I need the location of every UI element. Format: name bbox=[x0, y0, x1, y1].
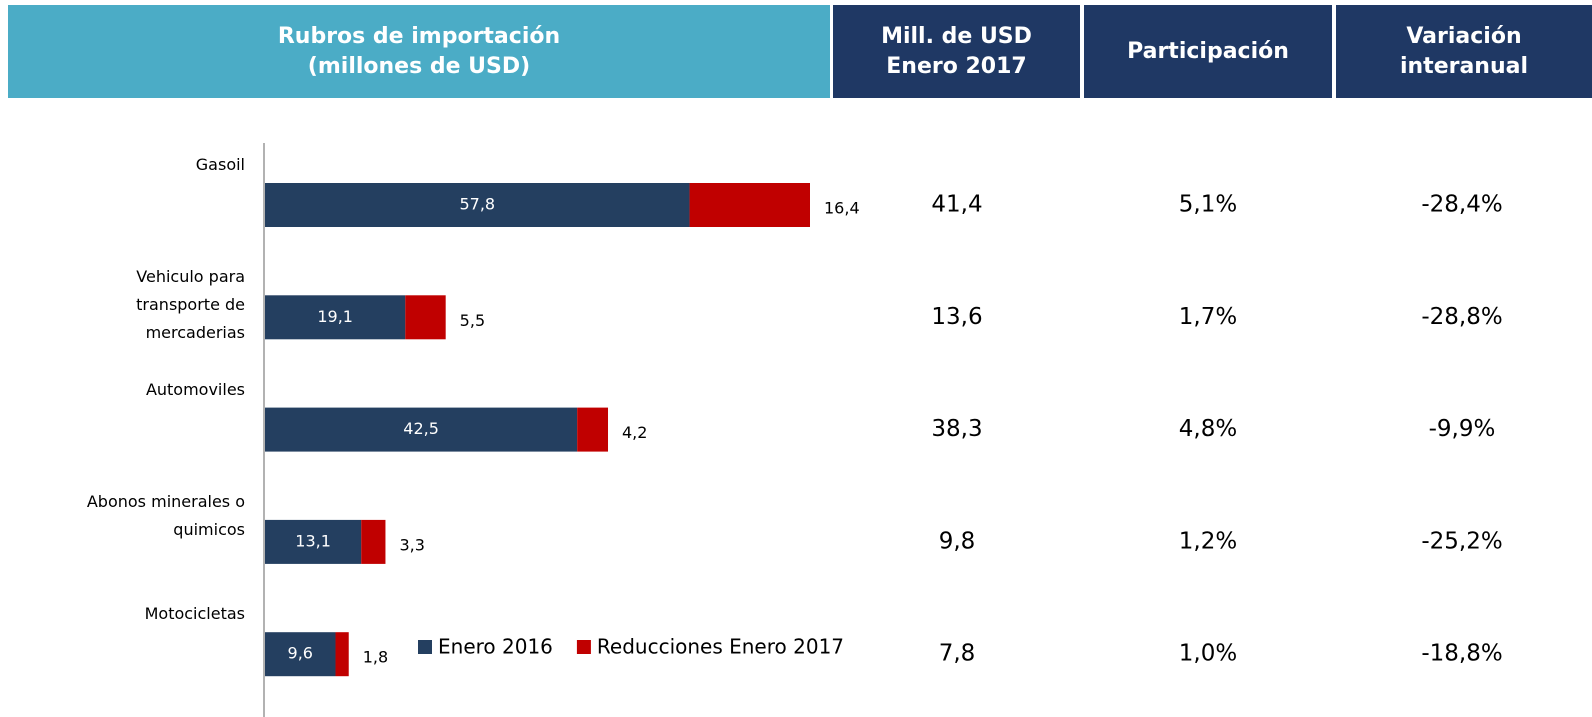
value-label: 5,5 bbox=[460, 311, 485, 330]
bar-segment bbox=[405, 295, 446, 340]
category-label: Motocicletas bbox=[144, 604, 245, 624]
bar-segment bbox=[577, 407, 609, 452]
value-label: 1,8 bbox=[363, 648, 388, 667]
category-label: Gasoil bbox=[195, 155, 245, 174]
value-label: 57,8 bbox=[459, 195, 495, 214]
header-text: interanual bbox=[1399, 53, 1529, 79]
bar-segment bbox=[689, 183, 810, 227]
table-cell: -18,8% bbox=[1421, 641, 1502, 667]
value-label: 42,5 bbox=[403, 419, 439, 438]
header-cell: Participación bbox=[1084, 5, 1332, 98]
header-text: Enero 2017 bbox=[886, 53, 1027, 79]
value-label: 3,3 bbox=[399, 535, 424, 554]
header-text: Variación bbox=[1406, 23, 1522, 49]
bar-segment bbox=[265, 407, 578, 452]
bar-segment bbox=[361, 519, 386, 564]
bar-segment bbox=[265, 519, 362, 564]
table-cell: 4,8% bbox=[1179, 416, 1237, 442]
table-cell: -28,4% bbox=[1421, 192, 1502, 218]
value-label: 4,2 bbox=[622, 423, 647, 442]
table-cell: 13,6 bbox=[931, 304, 982, 330]
table-cell: 38,3 bbox=[931, 416, 982, 442]
value-label: 9,6 bbox=[288, 644, 313, 663]
bar-segment bbox=[265, 183, 690, 227]
bar-segment bbox=[265, 295, 406, 340]
table-cell: 1,2% bbox=[1179, 528, 1237, 554]
table-cell: 9,8 bbox=[939, 528, 976, 554]
bar-segment bbox=[335, 632, 349, 677]
value-label: 19,1 bbox=[317, 307, 353, 326]
table-cell: 1,7% bbox=[1179, 304, 1237, 330]
header-text: (millones de USD) bbox=[307, 53, 531, 79]
legend-label: Enero 2016 bbox=[438, 635, 553, 659]
header-cell: Variación interanual bbox=[1336, 5, 1592, 98]
table-cell: -25,2% bbox=[1421, 528, 1502, 554]
legend-swatch bbox=[576, 640, 591, 654]
header-text: Participación bbox=[1127, 38, 1289, 64]
table-cell: 1,0% bbox=[1179, 641, 1237, 667]
value-label: 13,1 bbox=[295, 531, 331, 550]
category-label: Automoviles bbox=[145, 379, 245, 399]
table-cell: -28,8% bbox=[1421, 304, 1502, 330]
header-text: Mill. de USD bbox=[881, 23, 1032, 49]
table-cell: 41,4 bbox=[931, 192, 982, 218]
table-cell: 7,8 bbox=[939, 641, 976, 667]
value-label: 16,4 bbox=[824, 199, 860, 218]
legend-label: Reducciones Enero 2017 bbox=[597, 635, 844, 659]
legend-swatch bbox=[418, 640, 432, 654]
category-label: Abonos minerales o quimicos bbox=[86, 491, 245, 539]
header-cell: Rubros de importación (millones de USD) bbox=[8, 5, 830, 98]
header-text: Rubros de importación bbox=[277, 23, 561, 49]
bar-segment bbox=[265, 632, 336, 677]
table-cell: 5,1% bbox=[1179, 192, 1237, 218]
category-label: Vehiculo para transporte de mercaderias bbox=[136, 267, 245, 343]
table-cell: -9,9% bbox=[1429, 416, 1496, 442]
header-cell: Mill. de USD Enero 2017 bbox=[833, 5, 1080, 98]
